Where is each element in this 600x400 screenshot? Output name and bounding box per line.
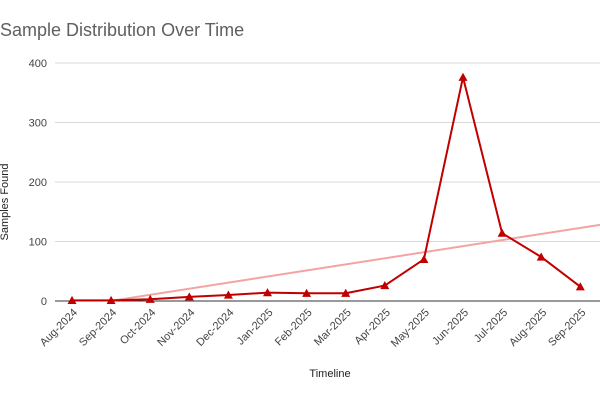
chart-title: Sample Distribution Over Time: [0, 20, 245, 40]
y-axis-ticks: 0 100 200 300 400: [29, 58, 47, 308]
data-point-marker: [67, 295, 77, 305]
data-point-marker: [575, 282, 585, 291]
data-point-marker: [536, 252, 546, 261]
x-tick-label: Apr-2025: [352, 307, 392, 347]
data-point-marker: [419, 254, 429, 263]
x-tick-label: Mar-2025: [312, 307, 354, 349]
x-tick-label: Oct-2024: [118, 307, 158, 347]
series-group: [67, 72, 585, 305]
y-axis-label: Samples Found: [0, 163, 11, 240]
y-tick-label: 200: [29, 177, 47, 189]
gridlines: [55, 62, 600, 242]
x-tick-label: Sep-2025: [546, 307, 588, 349]
y-tick-label: 0: [41, 296, 47, 308]
x-tick-label: Aug-2024: [38, 307, 80, 349]
x-tick-label: Dec-2024: [194, 307, 236, 349]
y-tick-label: 100: [29, 237, 47, 249]
x-axis-label: Timeline: [309, 368, 350, 380]
data-point-marker: [458, 72, 468, 81]
x-tick-label: Jul-2025: [472, 307, 510, 345]
x-tick-label: Jun-2025: [430, 307, 471, 348]
data-point-marker: [380, 281, 390, 290]
x-tick-label: May-2025: [389, 307, 432, 350]
data-point-marker: [497, 228, 507, 237]
x-tick-label: Sep-2024: [77, 307, 119, 349]
data-point-marker: [302, 288, 312, 297]
data-point-marker: [223, 290, 233, 299]
x-tick-label: Jan-2025: [235, 307, 276, 348]
x-tick-label: Nov-2024: [155, 307, 197, 349]
x-tick-label: Aug-2025: [507, 307, 549, 349]
x-axis-ticks: Aug-2024Sep-2024Oct-2024Nov-2024Dec-2024…: [38, 307, 589, 350]
data-point-marker: [145, 294, 155, 303]
y-tick-label: 400: [29, 58, 47, 70]
series-line-samples-found: [72, 76, 581, 302]
data-point-marker: [341, 288, 351, 297]
y-tick-label: 300: [29, 118, 47, 130]
trendline: [110, 223, 600, 302]
data-point-marker: [106, 295, 116, 305]
trendline-group: [110, 223, 600, 302]
x-tick-label: Feb-2025: [273, 307, 315, 349]
data-point-marker: [263, 288, 272, 297]
data-point-marker: [184, 292, 194, 301]
